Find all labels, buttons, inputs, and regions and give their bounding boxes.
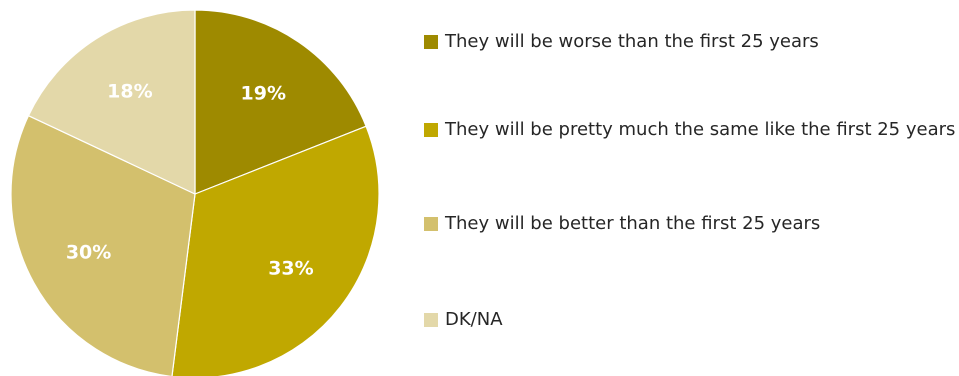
legend: They will be worse than the first 25 yea… xyxy=(424,0,959,376)
legend-label-dkna: DK/NA xyxy=(445,309,503,330)
data-label-worse: 19% xyxy=(241,83,286,105)
legend-swatch-dkna xyxy=(424,313,438,327)
legend-item-same: They will be pretty much the same like t… xyxy=(424,117,959,143)
legend-swatch-worse xyxy=(424,35,438,49)
legend-item-worse: They will be worse than the first 25 yea… xyxy=(424,29,959,55)
pie-slice-better xyxy=(10,114,196,376)
legend-item-dkna: DK/NA xyxy=(424,307,959,333)
legend-label-worse: They will be worse than the first 25 yea… xyxy=(445,31,819,52)
data-label-better: 30% xyxy=(66,242,111,264)
legend-label-better: They will be better than the first 25 ye… xyxy=(445,213,821,234)
pie-slice-worse xyxy=(194,9,367,195)
legend-swatch-same xyxy=(424,123,438,137)
pie-plot-area: 19% 33% 30% 18% xyxy=(10,9,380,376)
legend-label-same: They will be pretty much the same like t… xyxy=(445,119,956,140)
pie-slice-same xyxy=(171,125,380,376)
pie-slice-dkna xyxy=(27,9,196,195)
data-label-same: 33% xyxy=(268,257,313,279)
legend-item-better: They will be better than the first 25 ye… xyxy=(424,211,959,237)
data-label-dkna: 18% xyxy=(107,80,152,102)
legend-swatch-better xyxy=(424,217,438,231)
